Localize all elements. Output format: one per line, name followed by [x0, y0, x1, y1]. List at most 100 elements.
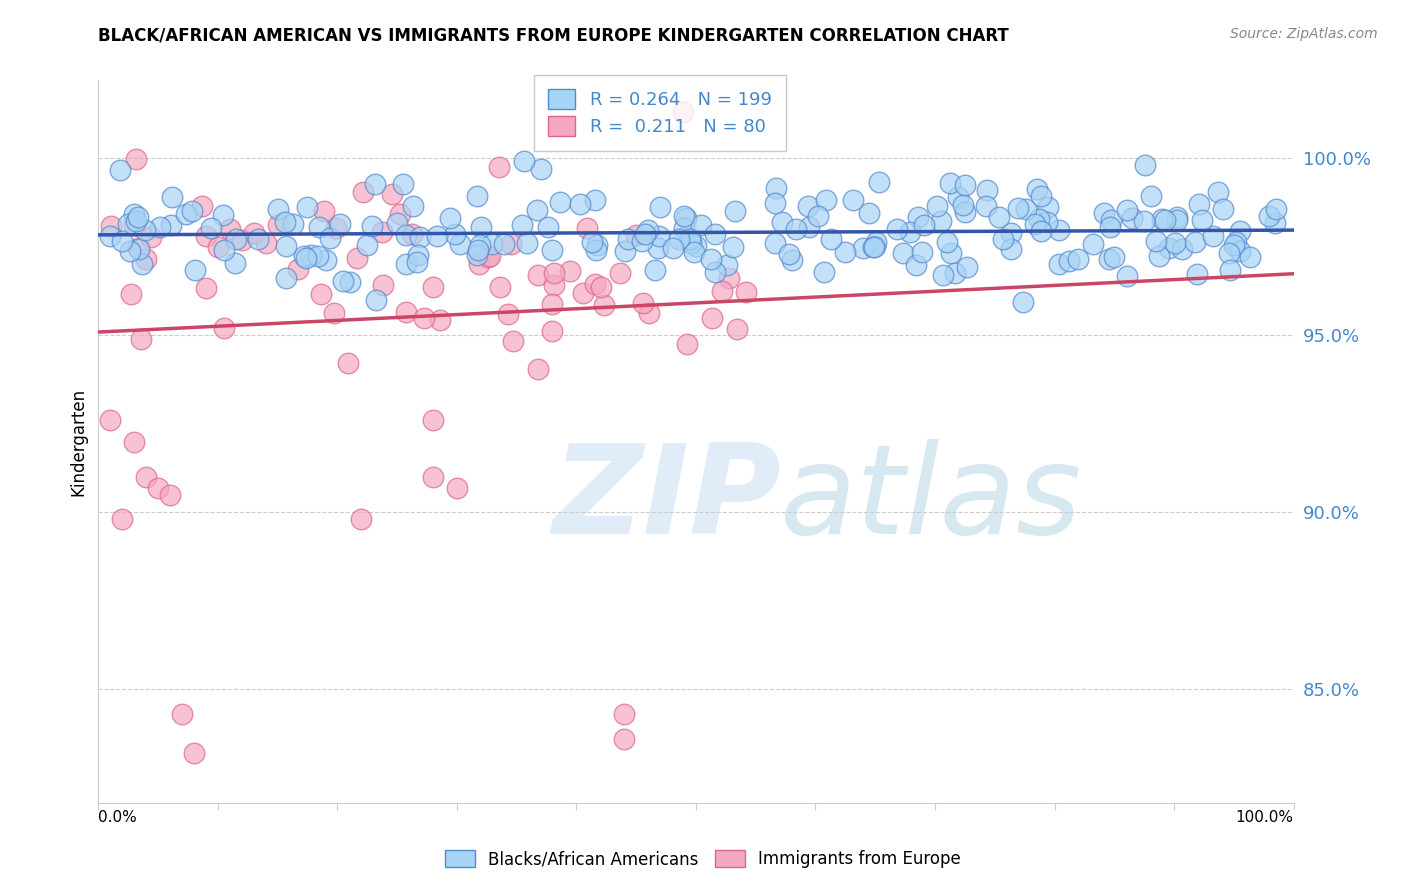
- Point: [1099, 213, 1122, 227]
- Point: [224, 256, 246, 270]
- Point: [406, 247, 429, 261]
- Legend: Blacks/African Americans, Immigrants from Europe: Blacks/African Americans, Immigrants fro…: [439, 843, 967, 875]
- Point: [1092, 206, 1115, 220]
- Point: [935, 235, 957, 249]
- Point: [1012, 295, 1035, 310]
- Point: [624, 228, 647, 243]
- Point: [1187, 268, 1209, 282]
- Point: [648, 200, 671, 214]
- Point: [1152, 212, 1174, 227]
- Point: [446, 481, 468, 495]
- Point: [631, 296, 654, 310]
- Point: [868, 175, 890, 189]
- Point: [543, 277, 565, 292]
- Point: [479, 249, 502, 263]
- Point: [911, 244, 934, 259]
- Point: [953, 178, 976, 192]
- Text: ZIP: ZIP: [553, 439, 782, 560]
- Point: [778, 246, 800, 260]
- Point: [200, 220, 222, 235]
- Point: [679, 236, 702, 251]
- Point: [307, 249, 329, 263]
- Point: [797, 199, 820, 213]
- Point: [148, 481, 170, 495]
- Point: [1206, 185, 1229, 199]
- Point: [672, 104, 695, 119]
- Point: [207, 240, 229, 254]
- Point: [1258, 209, 1281, 223]
- Point: [725, 322, 748, 336]
- Point: [470, 219, 492, 234]
- Point: [387, 216, 409, 230]
- Point: [679, 232, 702, 246]
- Point: [1223, 237, 1246, 252]
- Point: [1225, 235, 1247, 249]
- Point: [891, 246, 914, 260]
- Point: [668, 232, 690, 246]
- Point: [865, 235, 887, 249]
- Point: [292, 249, 315, 263]
- Point: [991, 232, 1014, 246]
- Point: [329, 217, 352, 231]
- Point: [1102, 250, 1125, 264]
- Point: [246, 232, 269, 246]
- Text: BLACK/AFRICAN AMERICAN VS IMMIGRANTS FROM EUROPE KINDERGARTEN CORRELATION CHART: BLACK/AFRICAN AMERICAN VS IMMIGRANTS FRO…: [98, 27, 1010, 45]
- Point: [862, 240, 884, 254]
- Point: [907, 210, 929, 224]
- Point: [267, 202, 290, 216]
- Point: [100, 219, 122, 233]
- Point: [1047, 258, 1070, 272]
- Point: [195, 229, 218, 244]
- Point: [637, 223, 659, 237]
- Point: [634, 227, 657, 241]
- Point: [1144, 235, 1167, 249]
- Point: [1184, 235, 1206, 249]
- Point: [711, 284, 734, 298]
- Point: [352, 185, 374, 199]
- Point: [1024, 217, 1046, 231]
- Point: [1047, 223, 1070, 237]
- Point: [1007, 202, 1029, 216]
- Point: [785, 222, 807, 236]
- Point: [1067, 252, 1090, 266]
- Text: Source: ZipAtlas.com: Source: ZipAtlas.com: [1230, 27, 1378, 41]
- Point: [703, 227, 725, 242]
- Point: [295, 200, 318, 214]
- Point: [1153, 213, 1175, 227]
- Point: [1219, 262, 1241, 277]
- Point: [111, 512, 134, 526]
- Point: [413, 311, 436, 326]
- Point: [1121, 211, 1143, 226]
- Point: [976, 183, 998, 197]
- Point: [449, 237, 471, 252]
- Point: [319, 231, 342, 245]
- Point: [543, 266, 565, 280]
- Point: [465, 189, 488, 203]
- Point: [672, 209, 695, 223]
- Point: [492, 236, 515, 251]
- Point: [309, 287, 332, 301]
- Point: [363, 177, 385, 191]
- Point: [1081, 237, 1104, 252]
- Point: [468, 237, 491, 252]
- Point: [842, 193, 865, 207]
- Point: [439, 211, 461, 225]
- Point: [987, 210, 1010, 224]
- Point: [1265, 202, 1288, 216]
- Point: [191, 199, 214, 213]
- Point: [1166, 210, 1188, 224]
- Point: [675, 211, 697, 225]
- Point: [1191, 213, 1213, 227]
- Point: [589, 280, 612, 294]
- Point: [388, 207, 411, 221]
- Point: [1115, 268, 1137, 283]
- Point: [467, 243, 489, 257]
- Point: [1036, 215, 1059, 229]
- Point: [1212, 202, 1234, 217]
- Point: [350, 512, 373, 526]
- Point: [444, 227, 467, 242]
- Point: [160, 218, 183, 232]
- Point: [149, 219, 172, 234]
- Point: [541, 297, 564, 311]
- Point: [613, 707, 636, 722]
